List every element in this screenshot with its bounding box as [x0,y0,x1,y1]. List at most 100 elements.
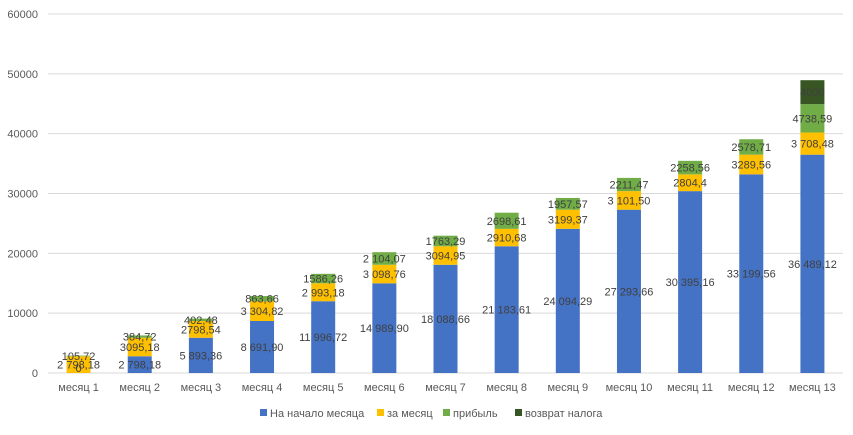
bar-за-месяц [188,320,213,338]
data-label: 863,66 [245,294,279,306]
bar-на-начало-месяца [739,174,764,373]
bar-прибыль [66,355,91,357]
y-tick-label: 40000 [7,129,38,141]
bar-за-месяц [127,337,152,357]
data-label: 3289,56 [731,160,771,172]
bar-на-начало-месяца [555,228,580,373]
data-label: 0 [76,363,82,375]
x-tick-label: месяц 1 [58,382,99,394]
data-label: 105,72 [62,351,96,363]
y-tick-label: 30000 [7,189,38,201]
y-axis-ticks: 0 10000 20000 30000 40000 50000 60000 [7,9,38,380]
x-tick-label: месяц 6 [364,382,405,394]
data-label: 2 798,18 [57,360,100,372]
bar-прибыль [311,273,336,284]
bar-возврат-налога [800,80,825,105]
bar-за-месяц [66,356,91,373]
legend-label: прибыль [453,408,498,420]
data-label: 2211,47 [609,180,648,192]
data-label: 3 101,50 [608,195,651,207]
bar-на-начало-месяца [494,246,519,373]
bar-segments [66,80,825,373]
bar-прибыль [555,197,580,210]
bar-на-начало-месяца [311,301,336,373]
data-label: 402,48 [184,315,218,327]
x-axis-ticks: месяц 1 месяц 2 месяц 3 месяц 4 месяц 5 месяц… [58,382,836,394]
bar-за-месяц [250,301,275,321]
data-label: 4738,59 [793,113,833,125]
y-tick-label: 10000 [7,308,38,320]
data-label: 1957,57 [548,199,588,211]
bar-на-начало-месяца [616,209,641,373]
data-label: 8 691,90 [241,342,284,354]
data-label: 3 708,48 [791,139,834,151]
data-label: 11 996,72 [299,332,347,344]
x-tick-label: месяц 13 [789,382,836,394]
x-tick-label: месяц 11 [667,382,713,394]
bar-прибыль [372,252,397,265]
data-label: 2 993,18 [302,287,345,299]
bar-за-месяц [311,283,336,302]
legend-label: На начало месяца [270,408,365,420]
data-label: 3199,37 [548,214,588,226]
bar-прибыль [494,212,519,229]
x-tick-label: месяц 5 [303,382,344,394]
bar-на-начало-месяца [127,356,152,373]
bar-на-начало-месяца [250,320,275,373]
data-label: 24 094,29 [543,296,592,308]
y-tick-label: 60000 [7,9,38,21]
bar-на-начало-месяца [433,264,458,373]
legend-label: возврат налога [525,408,603,420]
legend: На начало месяца за месяц прибыль возврат н… [260,408,603,420]
data-label: 384,72 [123,332,157,344]
bar-за-месяц [616,191,641,210]
bar-за-месяц [800,132,825,155]
data-label: 5 893,36 [179,350,222,362]
data-label: 1586,26 [303,274,343,286]
x-tick-label: месяц 12 [728,382,775,394]
legend-swatch [377,409,384,416]
data-label: 2910,68 [487,233,527,245]
x-tick-label: месяц 3 [181,382,222,394]
x-tick-label: месяц 10 [606,382,653,394]
legend-swatch [260,409,267,416]
x-tick-label: месяц 2 [119,382,160,394]
data-label: 36 489,12 [788,259,837,271]
data-label: 33 199,56 [727,269,776,281]
x-tick-label: месяц 9 [547,382,588,394]
y-tick-label: 20000 [7,248,38,260]
bar-на-начало-месяца [188,337,213,373]
data-label: 3 304,82 [241,306,284,318]
data-label: 21 183,61 [482,305,531,317]
data-label: 2258,56 [670,163,710,175]
bar-прибыль [127,335,152,338]
bar-за-месяц [494,228,519,247]
legend-swatch [443,409,450,416]
bar-прибыль [739,139,764,155]
y-tick-label: 50000 [7,69,38,81]
data-label: 27 293,66 [604,286,653,298]
y-tick-label: 0 [32,368,38,380]
bar-на-начало-месяца [678,191,703,373]
x-tick-label: месяц 7 [425,382,466,394]
bar-за-месяц [372,264,397,284]
bar-прибыль [250,296,275,302]
bar-на-начало-месяца [800,154,825,373]
data-label: 14 989,90 [360,323,409,335]
data-label: 2578,71 [731,142,771,154]
bar-на-начало-месяца [372,283,397,373]
data-label: 18 088,66 [421,314,470,326]
data-label: 3095,18 [120,342,160,354]
bar-за-месяц [678,174,703,192]
bar-за-месяц [739,154,764,175]
data-label: 2798,54 [181,324,221,336]
bar-за-месяц [433,246,458,265]
bar-за-месяц [555,209,580,229]
bar-прибыль [616,177,641,192]
legend-swatch [515,409,522,416]
bar-прибыль [800,104,825,133]
legend-label: за месяц [387,408,433,420]
data-label: 2 798,18 [118,360,161,372]
